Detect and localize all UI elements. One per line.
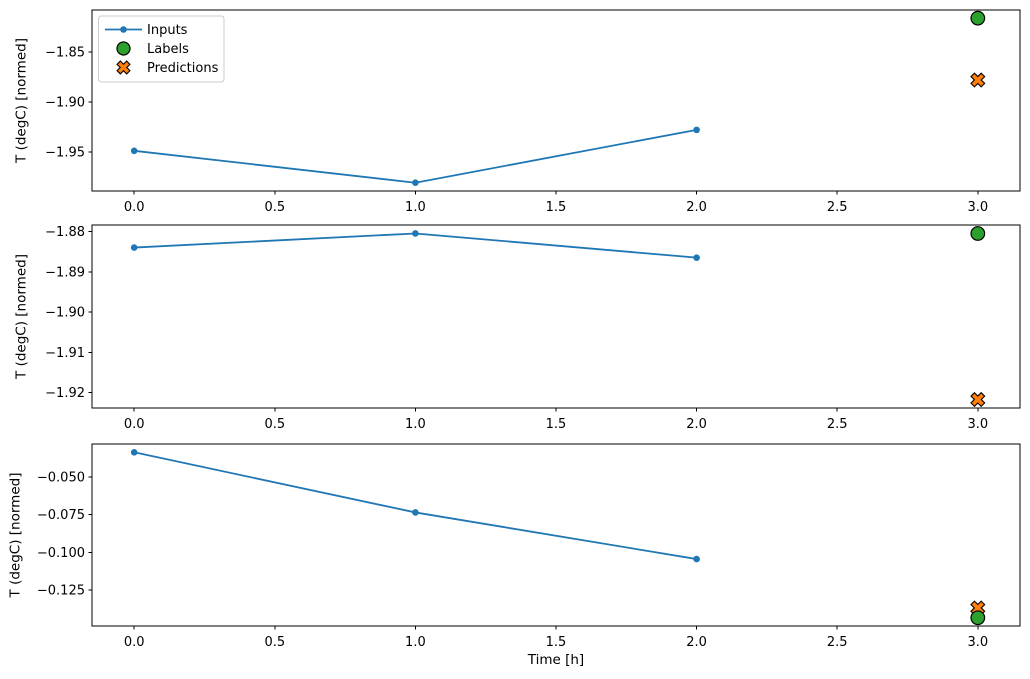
y-axis-label: T (degC) [normed]	[14, 38, 30, 164]
x-tick-label: 3.0	[967, 417, 988, 432]
legend-label: Labels	[147, 42, 189, 57]
inputs-dot-marker	[130, 244, 138, 251]
y-tick-label: −1.91	[45, 346, 85, 361]
x-tick-label: 1.0	[405, 635, 426, 650]
axes-frame	[91, 9, 1021, 192]
y-tick-label: −0.125	[37, 583, 85, 598]
y-tick-label: −0.050	[37, 471, 85, 486]
y-tick-label: −1.88	[45, 225, 85, 240]
legend-entry-inputs: Inputs	[105, 23, 188, 38]
labels-circle-marker	[970, 610, 986, 626]
inputs-dot-marker	[412, 179, 419, 187]
x-tick-label: 1.5	[546, 635, 567, 650]
y-tick-label: −0.100	[37, 546, 85, 561]
y-tick-label: −0.075	[37, 508, 85, 523]
y-axis-label: T (degC) [normed]	[14, 254, 30, 380]
inputs-line	[133, 451, 697, 560]
predictions-x-marker	[970, 72, 986, 88]
legend-label: Inputs	[147, 23, 188, 38]
x-tick-label: 2.0	[686, 635, 707, 650]
subplot-2: 0.0 0.5 1.0 1.5 2.0 2.5 3.0 −1.88 −1.89 −1.90 −1.9…	[14, 224, 1021, 432]
x-tick-label: 1.0	[405, 200, 426, 215]
inputs-dot-marker	[693, 126, 700, 134]
y-tick-label: −1.89	[45, 265, 85, 280]
inputs-dot-marker	[130, 147, 138, 155]
x-tick-label: 3.0	[967, 635, 988, 650]
x-tick-label: 2.5	[827, 417, 848, 432]
x-tick-label: 2.0	[686, 200, 707, 215]
y-tick-label: −1.95	[45, 145, 85, 160]
inputs-dot-marker	[412, 230, 419, 237]
y-axis-label: T (degC) [normed]	[8, 473, 24, 599]
x-tick-label: 0.5	[264, 417, 285, 432]
x-tick-label: 0.0	[124, 635, 145, 650]
predictions-x-marker-legend	[116, 60, 131, 75]
x-axis-label: Time [h]	[527, 652, 584, 668]
inputs-line	[134, 232, 697, 259]
legend-entry-predictions: Predictions	[116, 60, 219, 76]
legend: Inputs Labels Predictions	[98, 15, 225, 83]
x-tick-label: 0.0	[124, 417, 145, 432]
x-tick-label: 1.5	[546, 417, 567, 432]
y-tick-label: −1.90	[45, 306, 85, 321]
labels-circle-marker	[970, 226, 986, 241]
inputs-line	[134, 128, 697, 184]
subplot-1: 0.0 0.5 1.0 1.5 2.0 2.5 3.0 −1.85 −1.90 −1.95 T (d…	[14, 9, 1021, 215]
predictions-x-marker	[970, 391, 986, 408]
inputs-dot-marker	[693, 254, 700, 261]
x-tick-label: 1.0	[405, 417, 426, 432]
legend-entry-labels: Labels	[116, 41, 189, 57]
y-tick-label: −1.92	[45, 386, 85, 401]
inputs-dot-marker	[130, 448, 138, 456]
y-tick-label: −1.85	[45, 46, 85, 61]
inputs-dot-marker	[412, 509, 419, 516]
x-tick-label: 0.5	[264, 200, 285, 215]
x-tick-label: 2.5	[827, 200, 848, 215]
axes-frame	[91, 224, 1021, 409]
labels-circle-marker	[970, 10, 986, 26]
x-tick-label: 0.0	[124, 200, 145, 215]
legend-box	[98, 15, 225, 83]
x-tick-label: 2.0	[686, 417, 707, 432]
inputs-dot-marker-legend	[120, 26, 127, 33]
x-tick-label: 1.5	[546, 200, 567, 215]
x-tick-label: 2.5	[827, 635, 848, 650]
legend-label: Predictions	[147, 61, 219, 76]
x-tick-label: 0.5	[264, 635, 285, 650]
labels-circle-marker-legend	[116, 41, 131, 56]
subplot-3: 0.0 0.5 1.0 1.5 2.0 2.5 3.0 −0.050 −0.075 −0.100 −…	[8, 443, 1021, 668]
x-tick-label: 3.0	[967, 200, 988, 215]
inputs-dot-marker	[693, 555, 700, 563]
y-tick-label: −1.90	[45, 95, 85, 110]
